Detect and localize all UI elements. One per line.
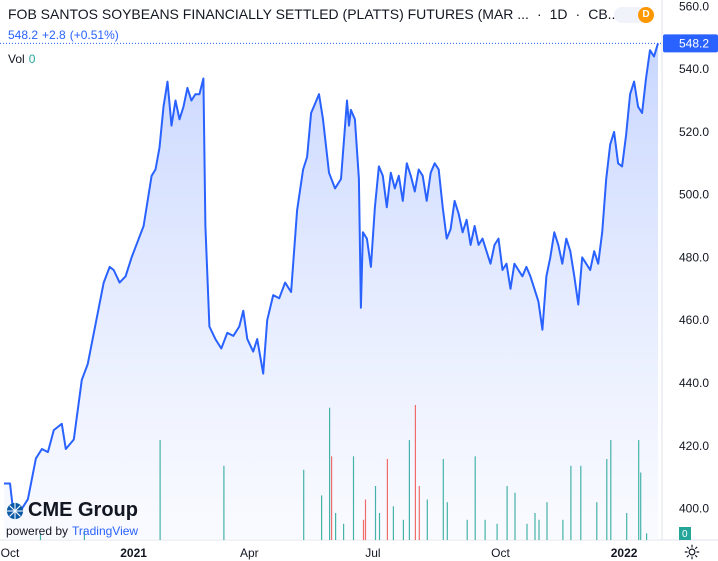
y-tick-540: 540.0 [679, 62, 709, 76]
volume-bar-21 [426, 499, 428, 540]
brand-line: CME Group [6, 499, 138, 522]
x-tick-jul: Jul [365, 546, 380, 560]
volume-bar-9 [343, 523, 345, 540]
volume-bar-19 [414, 405, 416, 540]
volume-bar-7 [331, 456, 333, 540]
exchange-label: CB... [588, 6, 620, 22]
brand-name: CME Group [28, 499, 138, 521]
volume-bar-24 [466, 519, 468, 541]
y-tick-480: 480.0 [679, 250, 709, 264]
interval-label[interactable]: 1D [549, 6, 568, 22]
volume-bar-10 [352, 456, 355, 540]
volume-bar-22 [442, 459, 444, 540]
volume-bar-31 [534, 513, 536, 540]
volume-label: Vol [8, 52, 25, 66]
chart-header: FOB SANTOS SOYBEANS FINANCIALLY SETTLED … [8, 6, 620, 22]
x-tick-2022: 2022 [611, 546, 638, 560]
symbol-title: FOB SANTOS SOYBEANS FINANCIALLY SETTLED … [8, 6, 529, 22]
last-price-badge-text: 548.2 [679, 36, 709, 50]
volume-bar-36 [580, 465, 582, 541]
volume-bar-28 [506, 486, 508, 540]
volume-bar-33 [546, 502, 548, 540]
tradingview-link[interactable]: TradingView [72, 524, 139, 538]
x-tick-2021: 2021 [120, 546, 147, 560]
last-price: 548.2 [8, 28, 39, 42]
volume-bar-27 [496, 523, 498, 540]
volume-bar-0 [39, 533, 42, 541]
volume-bar-37 [596, 502, 598, 540]
price-change-percent: (+0.51%) [69, 28, 119, 42]
volume-bar-29 [514, 492, 516, 541]
volume-bar-40 [626, 513, 628, 540]
cme-globe-icon [6, 502, 24, 519]
volume-bar-35 [570, 465, 572, 541]
volume-bar-16 [392, 506, 394, 541]
volume-bar-11 [362, 519, 365, 541]
volume-bar-43 [646, 533, 648, 541]
volume-bar-34 [562, 519, 564, 541]
volume-bar-8 [335, 513, 337, 540]
volume-bar-14 [378, 513, 381, 540]
volume-bar-41 [638, 440, 640, 540]
volume-bar-32 [538, 519, 540, 541]
last-price-badge [663, 34, 718, 53]
volume-bar-26 [484, 519, 486, 541]
y-tick-440: 440.0 [679, 376, 709, 390]
powered-by: powered by TradingView [6, 524, 138, 538]
volume-bar-4 [303, 469, 305, 540]
y-tick-560: 560.0 [679, 0, 709, 13]
volume-bar-23 [446, 502, 448, 540]
volume-bar-2 [159, 440, 161, 540]
y-tick-500: 500.0 [679, 188, 709, 202]
volume-axis-label: 0 [682, 529, 688, 540]
y-tick-420: 420.0 [679, 439, 709, 453]
x-tick-oct: Oct [491, 546, 510, 560]
visibility-toggle[interactable]: D [614, 7, 654, 23]
volume-bar-25 [474, 456, 476, 540]
series-line [4, 43, 659, 519]
volume-bar-38 [606, 459, 608, 540]
volume-axis-badge [679, 527, 691, 540]
y-tick-460: 460.0 [679, 313, 709, 327]
volume-legend: Vol 0 [8, 52, 35, 66]
volume-bar-6 [329, 407, 331, 540]
volume-value: 0 [28, 52, 36, 66]
volume-bar-39 [610, 440, 612, 540]
price-line: 548.2 +2.8 (+0.51%) [8, 28, 119, 42]
volume-bar-18 [408, 440, 410, 540]
volume-bar-15 [386, 459, 388, 540]
volume-bar-42 [640, 472, 642, 540]
volume-bar-13 [374, 486, 377, 540]
y-tick-520: 520.0 [679, 125, 709, 139]
volume-bar-12 [364, 499, 367, 540]
powered-by-text: powered by [6, 524, 69, 538]
toggle-knob [614, 7, 630, 23]
volume-bar-5 [321, 495, 323, 540]
y-tick-400: 400.0 [679, 502, 709, 516]
volume-bar-3 [223, 465, 225, 541]
x-tick-oct: Oct [1, 546, 20, 560]
volume-bar-30 [526, 523, 528, 540]
toggle-badge: D [638, 7, 654, 23]
x-tick-apr: Apr [240, 546, 259, 560]
volume-bar-1 [83, 530, 85, 540]
cme-logo[interactable]: CME Group powered by TradingView [6, 499, 138, 538]
volume-bar-17 [402, 519, 404, 541]
volume-bar-20 [418, 486, 420, 540]
settings-gear-icon[interactable] [683, 543, 701, 561]
price-change: +2.8 [42, 28, 66, 42]
series-area [4, 43, 658, 541]
